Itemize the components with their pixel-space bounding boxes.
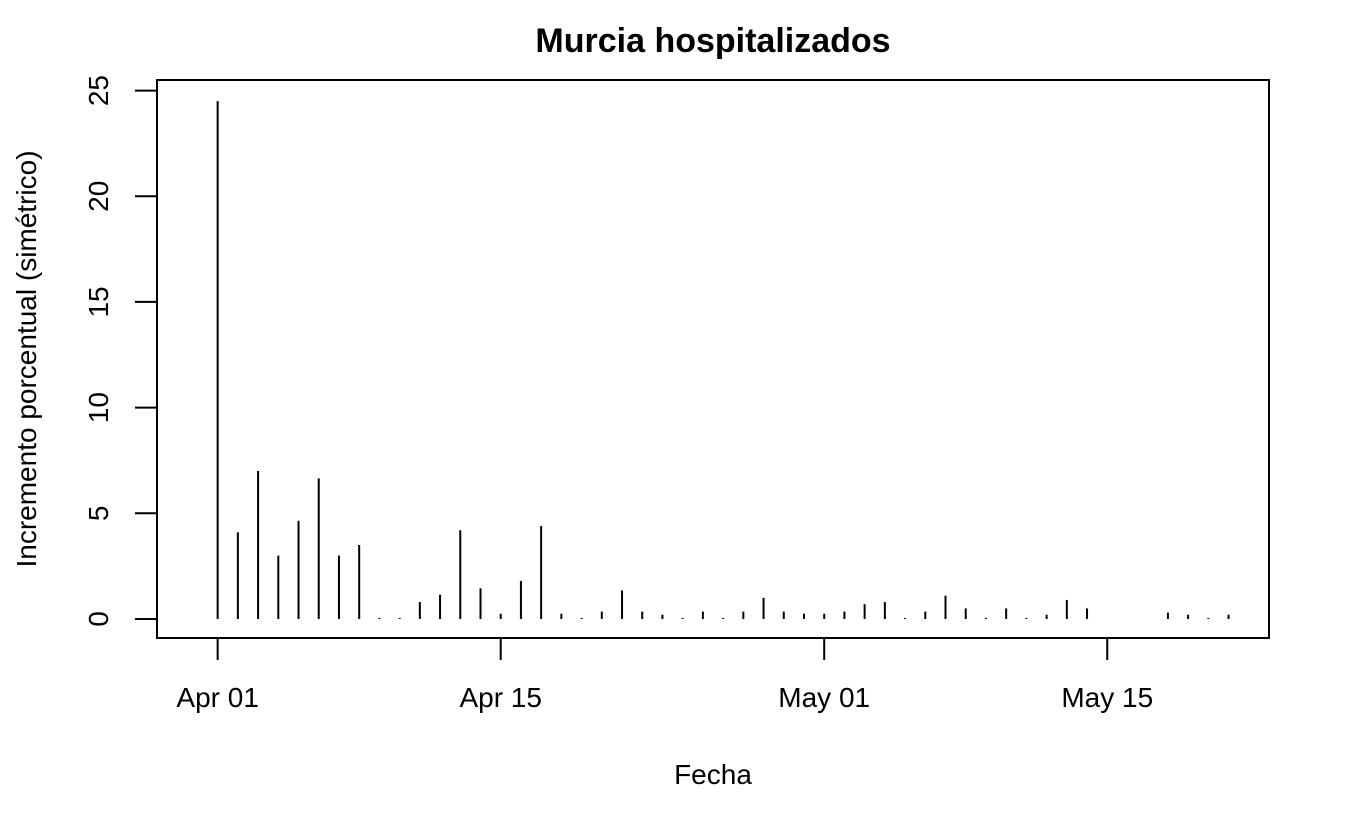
- x-axis: Apr 01 Apr 15 May 01 May 15: [176, 637, 1153, 713]
- y-tick-label: 5: [83, 506, 114, 522]
- x-tick-label: Apr 01: [176, 682, 259, 713]
- y-tick-label: 25: [83, 75, 114, 106]
- y-axis: 0 5 10 15 20 25: [83, 75, 158, 627]
- plot-frame: [156, 79, 1270, 639]
- chart-title: Murcia hospitalizados: [535, 22, 890, 60]
- x-tick-label: May 01: [778, 682, 870, 713]
- y-tick-label: 20: [83, 181, 114, 212]
- y-tick-label: 10: [83, 392, 114, 423]
- y-tick-label: 15: [83, 286, 114, 317]
- x-axis-label: Fecha: [674, 759, 752, 790]
- x-tick-label: Apr 15: [459, 682, 542, 713]
- x-tick-label: May 15: [1061, 682, 1153, 713]
- y-tick-label: 0: [83, 611, 114, 627]
- y-axis-label: Incremento porcentual (simétrico): [11, 150, 42, 567]
- bars-group: [216, 101, 1230, 619]
